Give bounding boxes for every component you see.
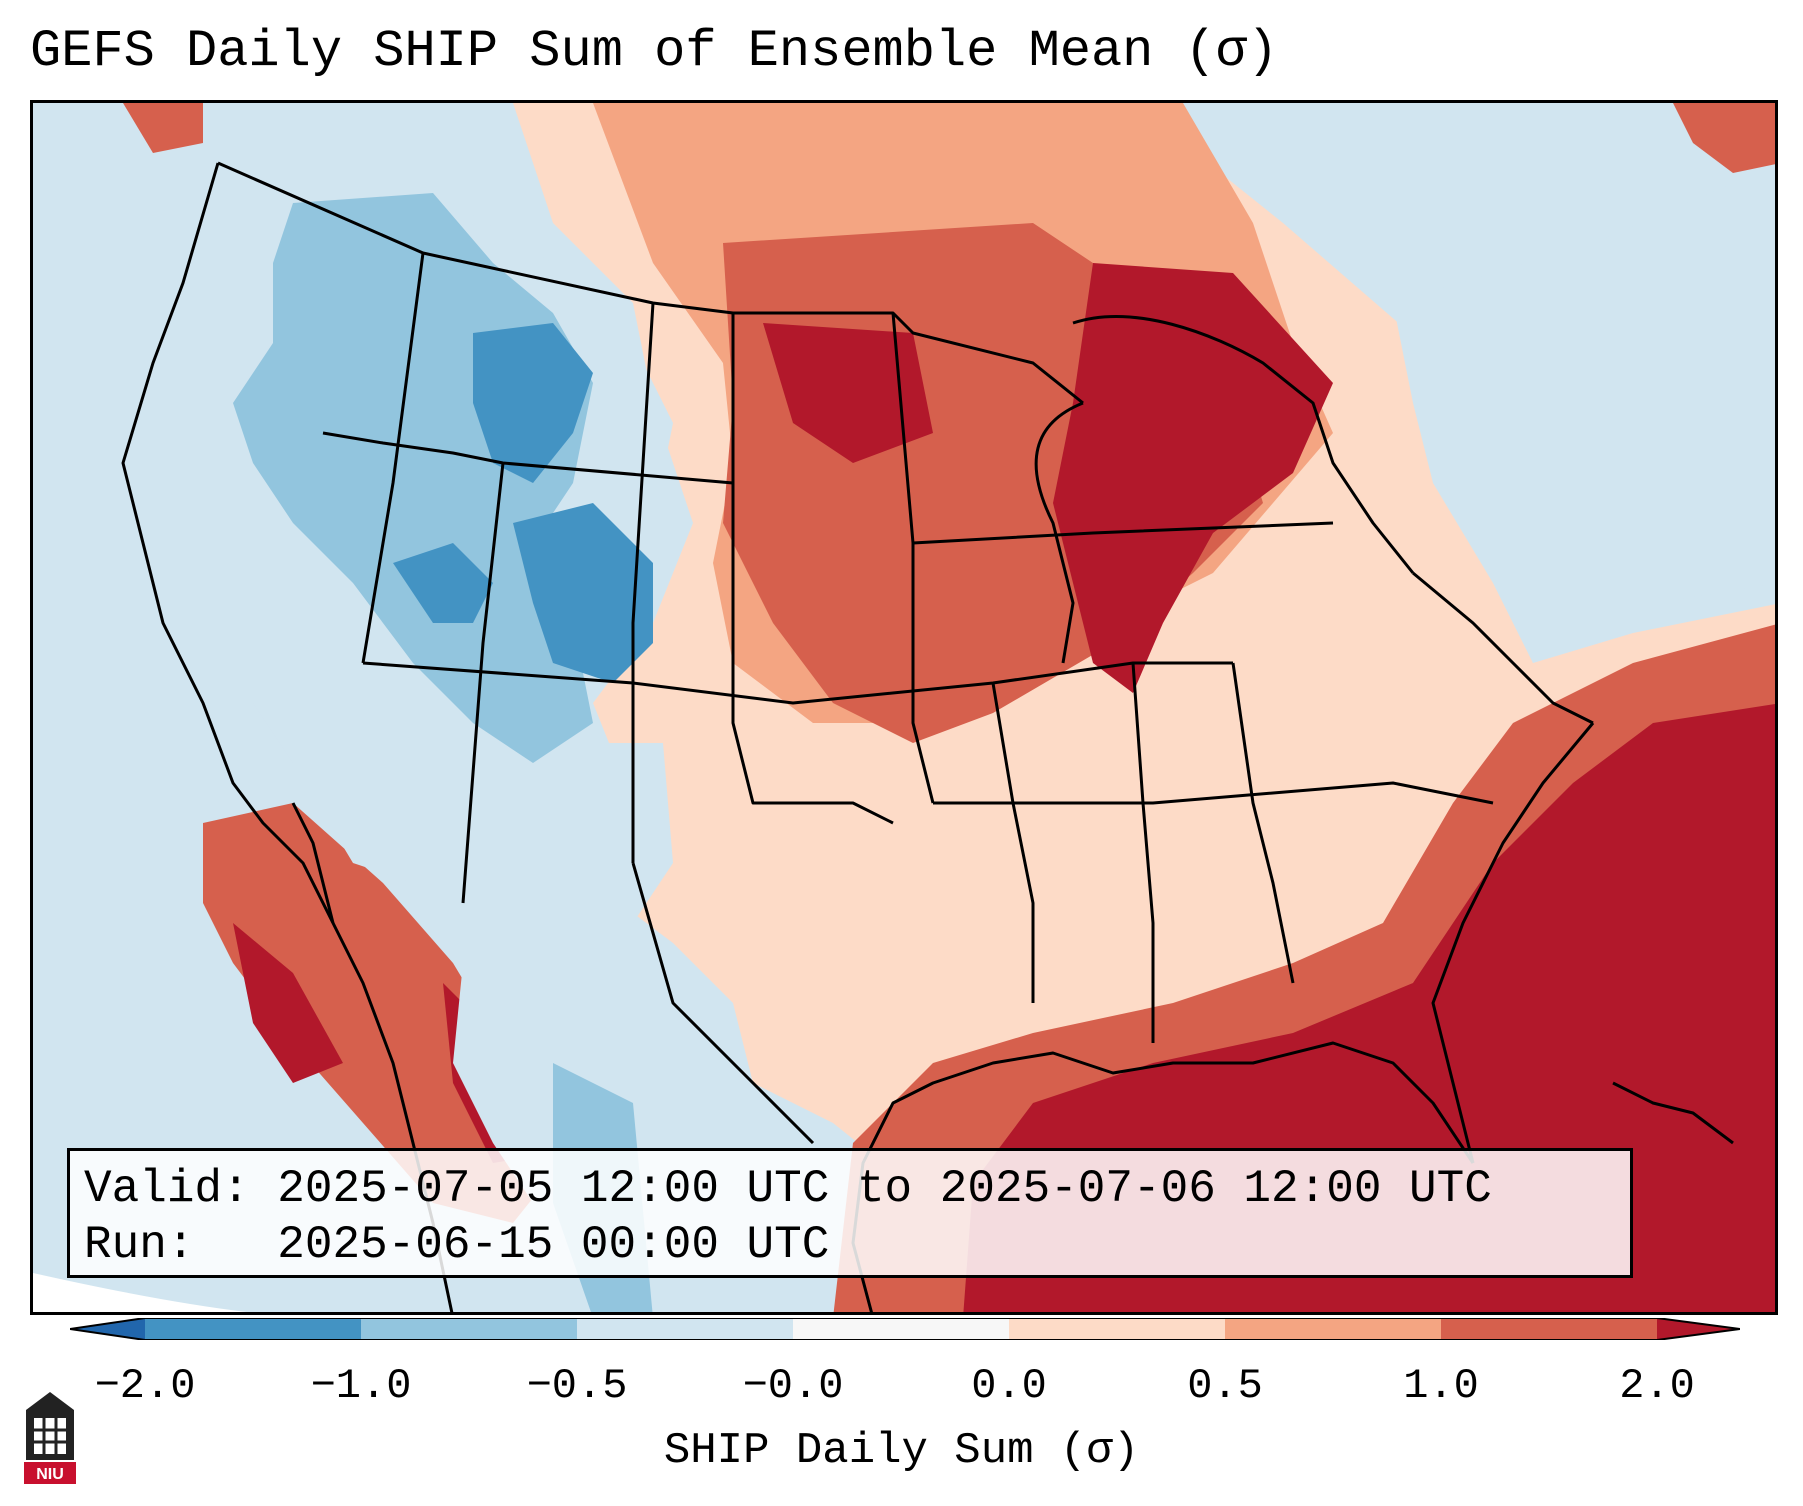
rio-grande [631, 862, 815, 1145]
colorbar-segment [1009, 1318, 1225, 1340]
warm-anomaly-extreme-dakotas [763, 323, 933, 463]
warm-anomaly-baja [203, 803, 553, 1223]
valid-value: 2025-07-05 12:00 UTC to 2025-07-06 12:00… [277, 1163, 1492, 1215]
logo-text: NIU [36, 1466, 64, 1483]
logo-grid [34, 1418, 66, 1454]
colorbar-tick: −0.0 [742, 1362, 844, 1410]
lake-michigan-shore [1034, 401, 1084, 664]
chart-title: GEFS Daily SHIP Sum of Ensemble Mean (σ) [30, 22, 1279, 81]
warm-anomaly-extreme-great-lakes [1053, 263, 1333, 693]
colorbar-tick: 0.5 [1187, 1362, 1263, 1410]
colorbar-tick: −2.0 [94, 1362, 196, 1410]
run-value: 2025-06-15 00:00 UTC [277, 1219, 830, 1271]
state-line-11 [912, 521, 1334, 545]
colorbar-label: SHIP Daily Sum (σ) [663, 1426, 1140, 1476]
colorbar [70, 1318, 1740, 1340]
cool-anomaly-strong-colorado [513, 503, 653, 683]
boundaries [121, 161, 1734, 1312]
warm-anomaly-nw-corner [123, 103, 203, 153]
niu-logo: NIU [24, 1392, 76, 1484]
state-line-6 [891, 312, 935, 804]
colorbar-extend-high [1657, 1318, 1740, 1340]
warm-anomaly-light-texas [633, 723, 913, 1003]
warm-anomaly-ne-corner [1673, 103, 1775, 173]
colorbar-tick: 2.0 [1619, 1362, 1695, 1410]
colorbar-segment [577, 1318, 793, 1340]
valid-label: Valid: [84, 1163, 250, 1215]
colorbar-tick: −1.0 [310, 1362, 412, 1410]
baja-coast [291, 802, 335, 924]
colorbar-segment [793, 1318, 1009, 1340]
west-coastline [121, 162, 454, 1312]
state-line-9 [1231, 662, 1295, 984]
cool-anomaly-light-northeast [1393, 165, 1775, 663]
colorbar-tick: 1.0 [1403, 1362, 1479, 1410]
state-line-5 [731, 313, 894, 825]
colorbar-segment [145, 1318, 361, 1340]
projection-edge-left [33, 1273, 247, 1312]
run-label: Run: [84, 1219, 195, 1271]
info-box: Valid: 2025-07-05 12:00 UTC to 2025-07-0… [67, 1148, 1633, 1278]
cool-anomaly-strong-wyoming [473, 323, 593, 483]
colorbar-segment [361, 1318, 577, 1340]
cool-anomaly-strong-utah [393, 543, 493, 623]
warm-anomaly-extreme-baja [233, 923, 343, 1083]
colorbar-segment [1441, 1318, 1657, 1340]
state-line-4 [631, 302, 655, 863]
colorbar-tick: −0.5 [526, 1362, 628, 1410]
state-line-8 [1131, 662, 1155, 1043]
logo-banner [24, 1462, 76, 1484]
colorbar-extend-low [70, 1318, 145, 1340]
northeast-border [1412, 571, 1594, 725]
logo-window [34, 1418, 66, 1454]
state-line-2 [361, 252, 425, 664]
atlantic-coast [1431, 722, 1595, 1164]
state-line-7 [362, 661, 1233, 705]
state-line-1 [322, 431, 734, 485]
colorbar-tick: 0.0 [971, 1362, 1047, 1410]
great-lakes-shore [1072, 315, 1415, 574]
state-line-3 [461, 462, 505, 904]
map-panel [30, 100, 1778, 1315]
cuba-coast [1612, 1081, 1734, 1145]
colorbar-segment [1225, 1318, 1441, 1340]
map-svg [33, 103, 1775, 1312]
state-line-10 [991, 682, 1035, 1003]
state-line-12 [933, 781, 1494, 805]
canada-border [217, 161, 1084, 405]
